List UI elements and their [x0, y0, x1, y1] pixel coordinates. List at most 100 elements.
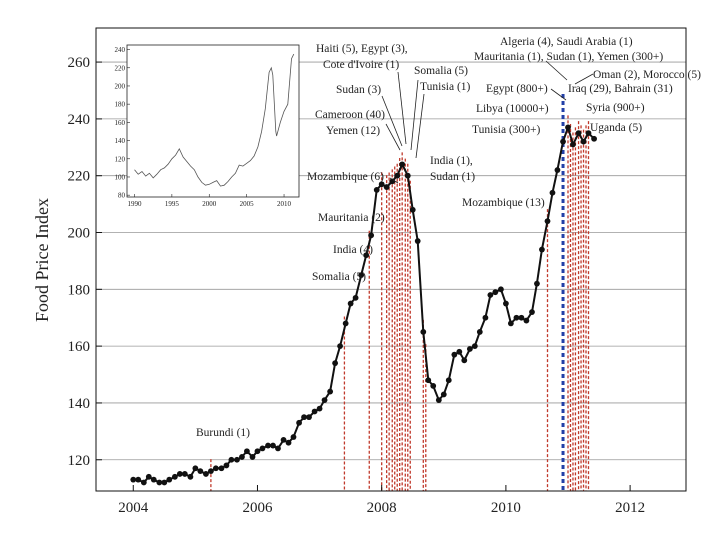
annotation-india-2007: India (4) — [333, 244, 373, 256]
plot-frame — [95, 27, 687, 492]
annotation-algeria-saudi: Algeria (4), Saudi Arabia (1) — [500, 36, 633, 48]
data-point — [549, 189, 556, 196]
y-tick-label-140: 140 — [68, 396, 91, 412]
data-point — [565, 124, 571, 131]
y-axis: 120 140 160 180 200 220 240 260 — [68, 55, 102, 469]
inset-line — [134, 53, 295, 187]
inset-y-tick-label-200: 200 — [115, 82, 126, 90]
data-point — [352, 294, 359, 301]
inset-x-tick-label-1990: 1990 — [127, 200, 142, 208]
data-point — [228, 456, 235, 463]
y-tick-label-220: 220 — [68, 169, 91, 185]
leader-sudan — [381, 95, 403, 147]
data-point — [523, 317, 530, 324]
data-point — [192, 465, 199, 472]
inset-y-tick-label-240: 240 — [115, 46, 126, 54]
data-point — [518, 314, 525, 321]
leader-haiti — [397, 71, 407, 145]
data-point — [296, 419, 302, 426]
data-point — [399, 161, 406, 168]
data-point — [203, 471, 209, 477]
inset-x-tick-label-1995: 1995 — [165, 200, 180, 208]
annotation-syria: Syria (900+) — [586, 102, 645, 114]
data-point — [544, 218, 551, 225]
x-tick-label-2004: 2004 — [118, 500, 149, 516]
data-point — [482, 314, 489, 321]
annotation-tunisia-2011: Tunisia (300+) — [472, 124, 541, 136]
data-point — [507, 320, 514, 327]
data-point — [451, 351, 458, 358]
data-point — [275, 445, 281, 452]
y-tick-label-200: 200 — [68, 226, 91, 242]
data-point — [321, 397, 328, 404]
annotation-iraq-bahrain: Iraq (29), Bahrain (31) — [568, 83, 673, 95]
data-point — [156, 479, 163, 486]
inset-series — [134, 53, 295, 187]
data-point — [347, 300, 354, 307]
data-point — [259, 445, 266, 452]
data-point — [539, 246, 545, 253]
y-tick-label-120: 120 — [68, 453, 91, 469]
annotation-mozambique-2010: Mozambique (13) — [462, 197, 545, 209]
inset-y-tick-label-160: 160 — [115, 119, 126, 127]
leader-yemen-2011 — [545, 60, 568, 81]
data-point — [476, 329, 483, 335]
inset-y-tick-label-140: 140 — [115, 137, 126, 145]
annotation-yemen-2008: Yemen (12) — [326, 125, 380, 137]
annotation-cameroon: Cameroon (40) — [315, 109, 385, 121]
annotation-mauritania-sudan-yemen: Mauritania (1), Sudan (1), Yemen (300+) — [474, 51, 663, 63]
data-point — [404, 172, 411, 179]
data-point — [249, 454, 256, 460]
data-point — [270, 442, 276, 449]
data-point — [244, 448, 250, 455]
data-point — [301, 414, 307, 421]
y-tick-label-240: 240 — [68, 112, 91, 128]
data-point — [145, 473, 152, 480]
annotation-sudan-2008: Sudan (3) — [336, 84, 381, 96]
data-point — [580, 138, 587, 145]
data-point — [161, 479, 168, 486]
data-point — [513, 314, 520, 321]
data-point — [368, 232, 375, 239]
data-point — [534, 280, 540, 287]
leader-oman — [574, 73, 594, 85]
annotation-cote-divoire: Cote d'Ivoire (1) — [323, 59, 399, 71]
annotation-mozambique-2008: Mozambique (6) — [307, 171, 384, 183]
data-point — [575, 130, 582, 136]
data-point — [176, 471, 183, 477]
data-point — [218, 465, 225, 472]
data-point — [285, 439, 292, 446]
annotation-india-2008: India (1), — [430, 155, 473, 167]
data-point — [502, 300, 509, 307]
y-tick-label-180: 180 — [68, 282, 91, 298]
leader-mozambique — [389, 177, 399, 184]
data-point — [461, 357, 468, 364]
data-point — [456, 348, 463, 355]
annotations: Burundi (1) Somalia (5) India (4) Maurit… — [196, 36, 701, 439]
data-point — [234, 456, 240, 463]
data-point — [181, 471, 188, 477]
inset-axes: 80 100 120 140 160 180 200 220 240 1990 1995 2000 20… — [115, 46, 292, 208]
data-point — [570, 141, 576, 148]
data-point — [358, 272, 365, 279]
data-point — [591, 135, 597, 142]
data-point — [316, 405, 323, 412]
annotation-burundi: Burundi (1) — [196, 427, 250, 439]
data-point — [332, 360, 339, 367]
inset-x-tick-label-2005: 2005 — [240, 200, 255, 208]
leader-somalia — [410, 79, 419, 151]
inset-y-tick-label-120: 120 — [115, 155, 126, 163]
data-point — [135, 476, 142, 483]
data-point — [492, 289, 499, 296]
annotation-leaders — [381, 60, 594, 184]
leader-egypt-2011 — [550, 88, 567, 101]
x-tick-label-2010: 2010 — [491, 500, 521, 516]
data-point — [130, 476, 137, 483]
annotation-somalia-2007: Somalia (5) — [312, 271, 366, 283]
data-point — [487, 292, 494, 298]
food-price-series — [130, 124, 597, 486]
inset-y-tick-label-180: 180 — [115, 101, 126, 109]
data-point — [409, 206, 416, 213]
data-point — [187, 473, 194, 480]
